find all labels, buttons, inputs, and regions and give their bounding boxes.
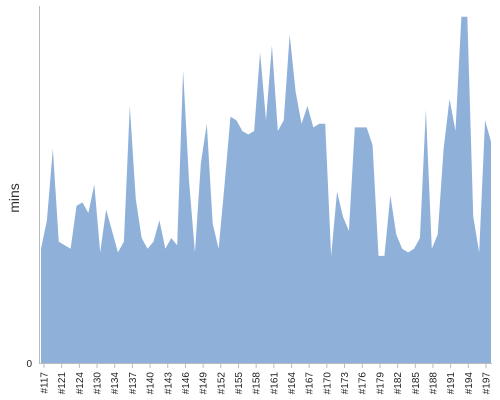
x-tick-label: #182 bbox=[393, 372, 404, 395]
x-tick-label: #173 bbox=[340, 372, 351, 395]
x-tick-label: #146 bbox=[181, 372, 192, 395]
x-tick-label: #143 bbox=[163, 372, 174, 395]
y-axis-label: mins bbox=[6, 183, 22, 213]
x-tick-label: #161 bbox=[269, 372, 280, 395]
x-tick-label: #179 bbox=[375, 372, 386, 395]
x-tick-label: #164 bbox=[287, 372, 298, 395]
x-tick-label: #197 bbox=[482, 372, 493, 395]
x-tick-label: #194 bbox=[464, 372, 475, 395]
x-tick-label: #149 bbox=[199, 372, 210, 395]
x-tick-label: #185 bbox=[411, 372, 422, 395]
area-series bbox=[41, 16, 491, 364]
x-tick-label: #117 bbox=[40, 372, 51, 394]
x-tick-label: #155 bbox=[234, 372, 245, 395]
y-tick-label-0: 0 bbox=[26, 359, 32, 370]
x-tick-label: #130 bbox=[93, 372, 104, 395]
x-tick-label: #134 bbox=[110, 372, 121, 395]
x-tick-label: #167 bbox=[305, 372, 316, 395]
x-tick-label: #137 bbox=[128, 372, 139, 395]
x-tick-label: #176 bbox=[358, 372, 369, 395]
x-tick-label: #158 bbox=[252, 372, 263, 395]
x-tick-label: #170 bbox=[322, 372, 333, 395]
x-tick-label: #188 bbox=[428, 372, 439, 395]
x-tick-label: #121 bbox=[57, 372, 68, 395]
x-tick-label: #140 bbox=[146, 372, 157, 395]
x-tick-label: #191 bbox=[446, 372, 457, 395]
x-tick-label: #124 bbox=[75, 372, 86, 395]
x-axis-ticks: #117 #121 #124 #130 #134 #137 #140 #143 #146 #149… bbox=[40, 364, 493, 394]
x-tick-label: #152 bbox=[216, 372, 227, 395]
